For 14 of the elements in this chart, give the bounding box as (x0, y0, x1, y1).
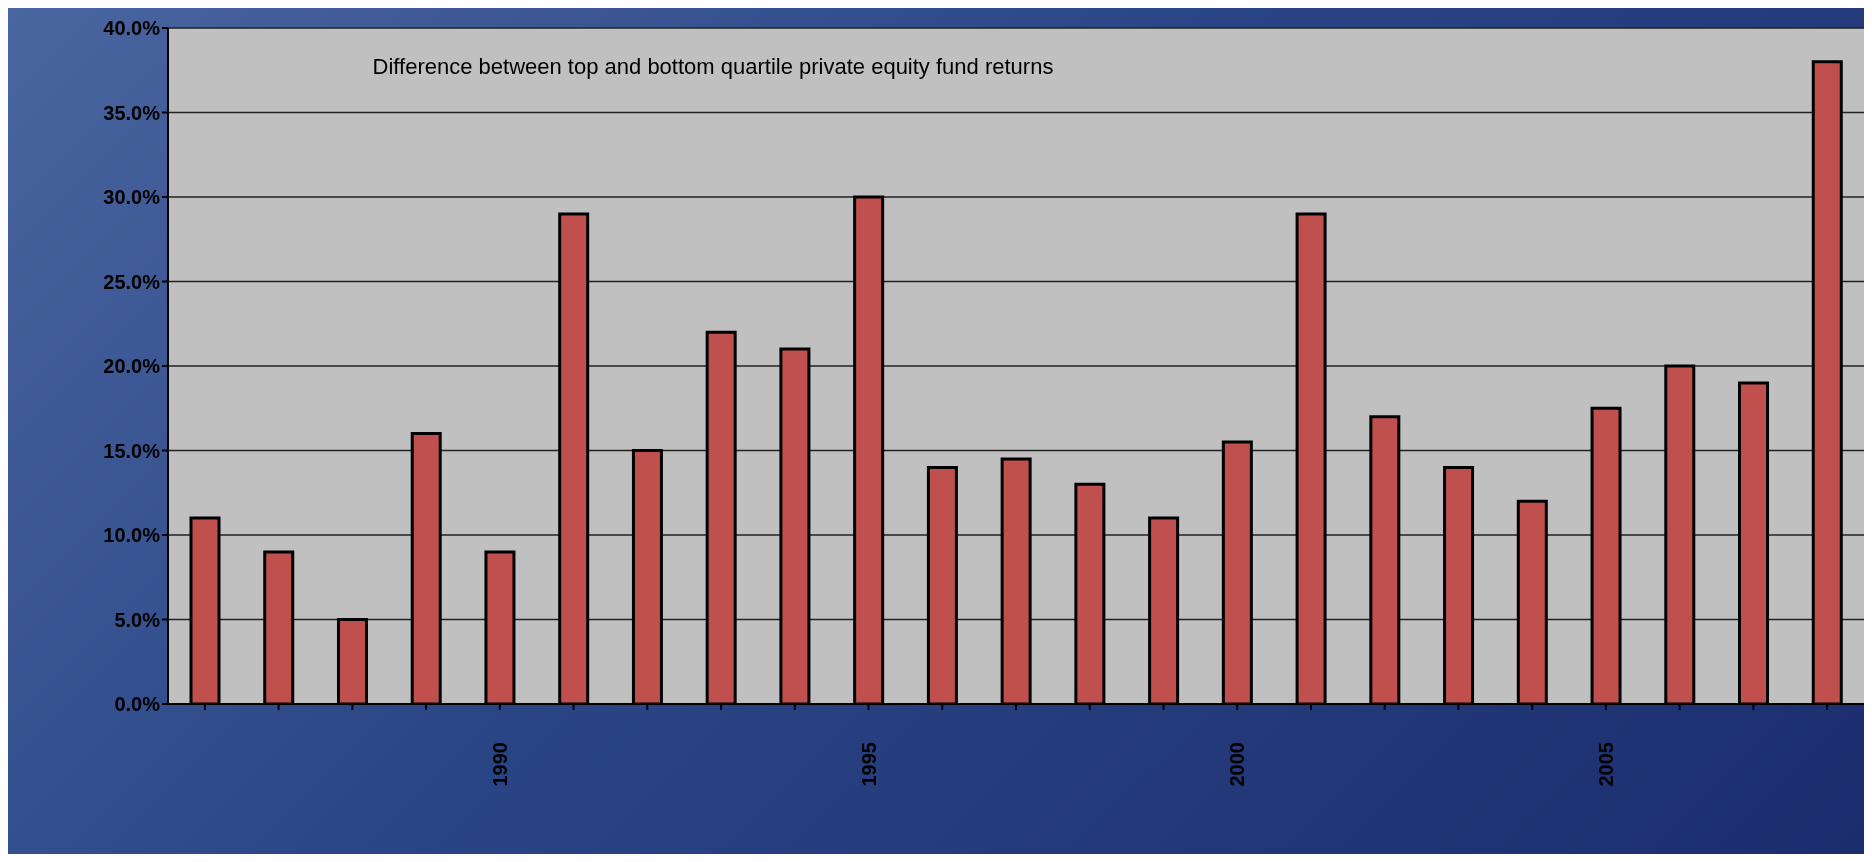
y-tick-label: 5.0% (114, 608, 161, 631)
y-tick-label: 25.0% (103, 270, 161, 293)
y-tick-label: 15.0% (103, 439, 161, 462)
y-tick-label: 35.0% (103, 101, 161, 124)
y-tick-label: 20.0% (103, 355, 161, 378)
y-tick-label: 10.0% (103, 524, 161, 547)
y-tick-label: 30.0% (103, 186, 161, 209)
x-tick-label: 1990 (488, 742, 511, 787)
x-tick-label: 2000 (1226, 742, 1249, 787)
x-tick-label: 2005 (1594, 742, 1617, 787)
y-tick-label: 40.0% (103, 17, 161, 40)
text: Difference between top and bottom quartile private equity fund returns (371, 54, 1055, 80)
x-tick-label: 1995 (857, 742, 880, 787)
y-tick-label: 0.0% (114, 693, 161, 716)
